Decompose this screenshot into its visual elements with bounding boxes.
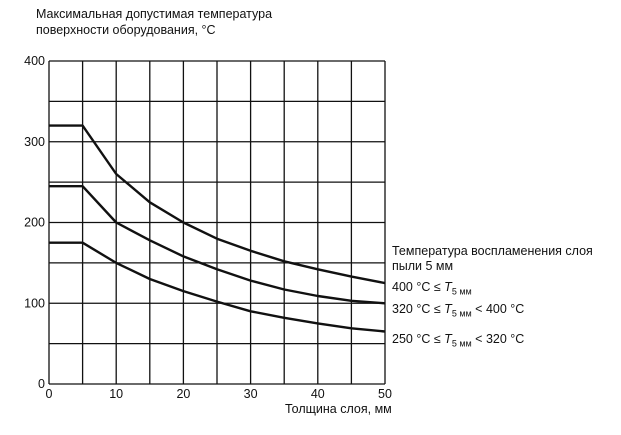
y-tick-label: 100: [24, 296, 45, 310]
legend-entry-2: 320 °C ≤ T5 мм < 400 °C: [392, 302, 525, 319]
x-tick-label: 30: [244, 387, 258, 401]
x-tick-label: 0: [46, 387, 53, 401]
legend-entry-3: 250 °C ≤ T5 мм < 320 °C: [392, 332, 525, 349]
series-line-2: [49, 185, 386, 305]
y-tick-label: 300: [24, 135, 45, 149]
x-tick-label: 50: [378, 387, 392, 401]
legend-title: Температура воспламенения слоя пыли 5 мм: [392, 244, 593, 274]
y-axis-label: Максимальная допустимая температура пове…: [36, 6, 272, 38]
x-tick-label: 20: [176, 387, 190, 401]
y-axis-label-line2: поверхности оборудования, °C: [36, 23, 216, 37]
series-line-3: [49, 241, 386, 333]
legend-title-line1: Температура воспламенения слоя: [392, 244, 593, 258]
x-tick-label: 10: [109, 387, 123, 401]
x-axis-label: Толщина слоя, мм: [285, 402, 392, 416]
y-axis-label-line1: Максимальная допустимая температура: [36, 7, 273, 21]
y-tick-label: 200: [24, 216, 45, 230]
legend-entry-1: 400 °C ≤ T5 мм: [392, 280, 472, 297]
series-line-1: [49, 124, 386, 285]
x-tick-label: 40: [311, 387, 325, 401]
legend-title-line2: пыли 5 мм: [392, 259, 454, 273]
y-tick-label: 0: [38, 377, 45, 391]
y-tick-label: 400: [24, 54, 45, 68]
